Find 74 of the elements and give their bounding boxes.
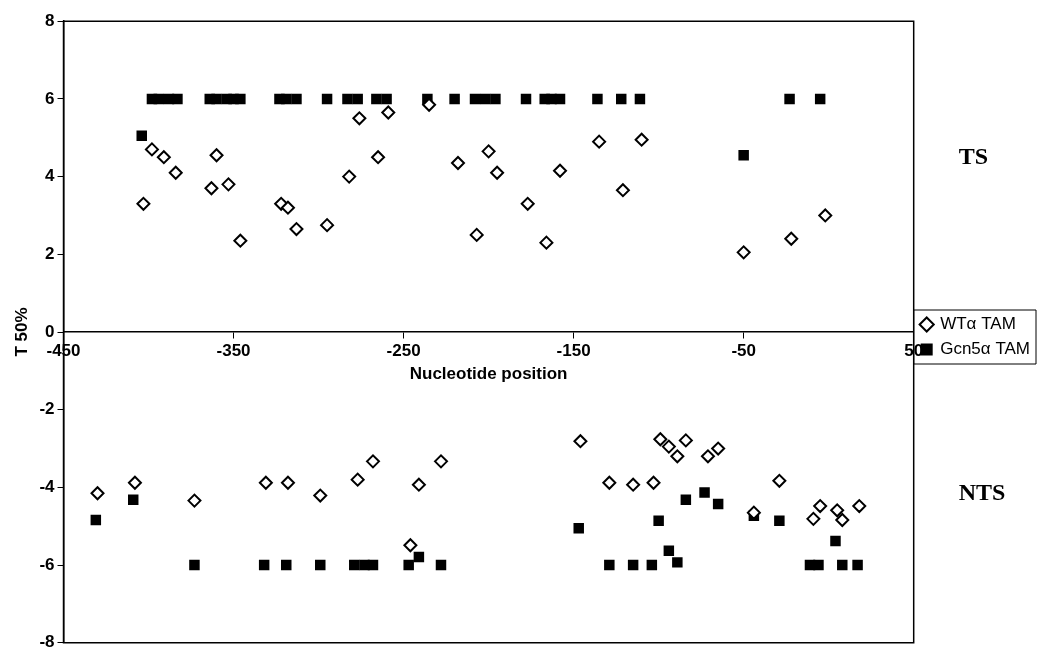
point <box>852 499 867 514</box>
point <box>634 132 649 147</box>
x-tick-label: -50 <box>731 340 756 360</box>
point <box>187 493 202 508</box>
point <box>539 235 554 250</box>
point <box>653 432 668 447</box>
legend-label: Gcn5α TAM <box>940 339 1031 359</box>
point <box>490 165 505 180</box>
point <box>481 144 496 159</box>
point <box>144 142 159 157</box>
point <box>434 454 448 469</box>
y-tick-label: 0 <box>45 321 55 341</box>
point <box>806 511 821 526</box>
point <box>615 183 630 198</box>
point <box>784 231 799 246</box>
point <box>602 475 617 490</box>
point <box>830 503 845 518</box>
point <box>352 111 367 126</box>
point <box>233 233 248 248</box>
point <box>520 196 535 211</box>
y-tick-label: 6 <box>45 88 55 108</box>
point <box>136 196 151 211</box>
point <box>365 454 380 469</box>
point <box>280 475 295 490</box>
point <box>411 477 426 492</box>
point <box>772 473 787 488</box>
point <box>469 227 484 242</box>
point <box>258 475 273 490</box>
point <box>678 433 693 448</box>
text: TS <box>958 143 989 170</box>
point <box>320 218 335 233</box>
point <box>700 449 715 464</box>
point <box>381 105 396 120</box>
point <box>90 486 105 501</box>
point <box>204 181 219 196</box>
point <box>736 245 751 260</box>
point <box>371 150 386 165</box>
x-tick-label: -350 <box>216 340 251 360</box>
point <box>403 538 418 553</box>
point <box>127 475 142 490</box>
point <box>451 156 465 170</box>
point <box>835 513 850 528</box>
point <box>156 150 171 165</box>
point <box>711 441 726 456</box>
point <box>280 200 295 215</box>
y-tick-label: 4 <box>45 166 56 186</box>
point <box>573 434 588 449</box>
point <box>661 439 676 454</box>
y-tick-label: 2 <box>45 243 55 263</box>
y-tick-label: 8 <box>45 10 55 30</box>
y-tick-label: -2 <box>39 399 55 419</box>
y-axis-title: T 50% <box>11 307 31 357</box>
point <box>313 488 328 503</box>
point <box>350 472 365 487</box>
point <box>168 165 183 180</box>
point <box>221 177 236 192</box>
x-tick-label: -250 <box>386 340 421 360</box>
text: NTS <box>958 478 1006 505</box>
point <box>289 222 304 237</box>
point <box>342 169 357 184</box>
point <box>813 499 828 514</box>
point <box>818 208 833 223</box>
point <box>553 163 568 178</box>
point <box>209 148 224 163</box>
x-tick-label: -150 <box>556 340 591 360</box>
point <box>592 134 607 149</box>
y-tick-label: -8 <box>39 632 55 652</box>
x-axis-title: Nucleotide position <box>409 364 568 384</box>
point <box>646 475 661 490</box>
point <box>626 477 641 492</box>
legend-label: WTα TAM <box>940 314 1016 334</box>
y-tick-label: -4 <box>39 477 56 497</box>
y-tick-label: -6 <box>39 554 55 574</box>
point <box>670 449 685 464</box>
